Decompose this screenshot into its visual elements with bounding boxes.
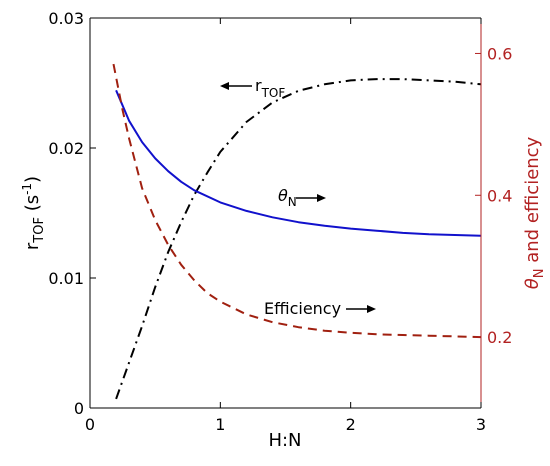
annotation-efficiency-label: Efficiency [264,299,341,318]
annotation-rtof-label: rTOF [255,76,285,100]
ticks-layer: 0 1 2 3 0 0.01 0.02 0.03 0.2 0.4 0.6 [48,9,512,434]
x-axis-title: H:N [268,430,301,451]
annotation-rtof-sub: TOF [261,86,286,100]
series-line-0 [115,78,482,400]
annotation-theta-sub: N [288,195,297,209]
x-tick-label: 1 [215,415,225,434]
y-right-tick-label: 0.2 [487,328,512,347]
series-layer [112,63,482,400]
y-left-tick-label: 0.03 [48,9,84,28]
x-tick-label: 2 [346,415,356,434]
x-tick-label: 3 [476,415,486,434]
annotation-theta-main: θ [278,186,288,205]
y-left-title-unit-prefix: (s [22,195,43,217]
x-tick-label: 0 [85,415,95,434]
series-line-2 [112,63,482,339]
y-right-title-sub: N [532,268,547,278]
plot-area [90,18,481,408]
y-left-title-unit-suffix: ) [22,176,43,183]
annotation-efficiency: Efficiency [264,299,376,318]
annotation-theta-arrowhead [317,194,326,202]
y-right-tick-label: 0.4 [487,186,512,205]
axes-layer [89,17,482,409]
y-right-title-theta: θ [522,278,543,289]
annotation-rtof-arrowhead [220,82,229,90]
y-right-axis-title: θN and efficiency [522,136,547,289]
annotation-theta-label: θN [278,186,297,209]
y-left-title-main: r [22,242,43,250]
y-left-title-sub: TOF [32,217,47,244]
annotation-efficiency-arrowhead [367,305,376,313]
y-left-title-unit-sup: -1 [20,183,34,195]
y-left-tick-label: 0 [74,399,84,418]
y-right-tick-label: 0.6 [487,44,512,63]
y-left-axis-title: rTOF (s-1) [20,176,47,250]
series-line-1 [115,89,482,237]
annotation-theta: θN [278,186,326,209]
annotation-rtof: rTOF [220,76,285,100]
annotation-rtof-main: r [255,76,262,95]
y-right-title-suffix: and efficiency [522,136,543,268]
y-left-tick-label: 0.02 [48,139,84,158]
y-left-tick-label: 0.01 [48,269,84,288]
